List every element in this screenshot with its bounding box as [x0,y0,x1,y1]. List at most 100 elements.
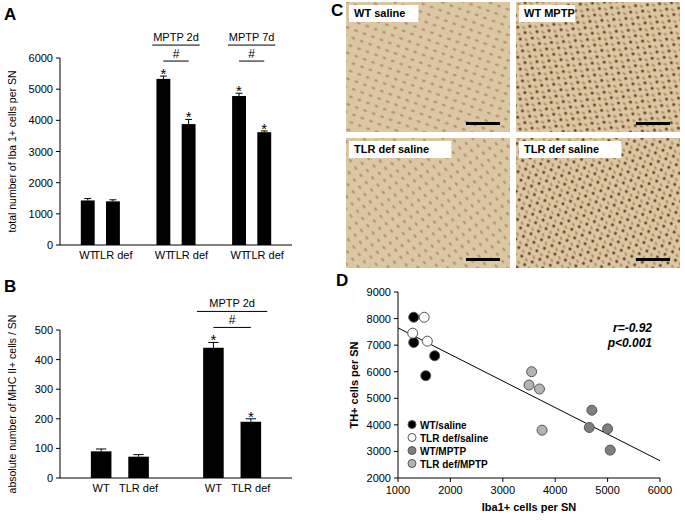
scatter-chart: D200030004000500060007000800090001000200… [336,271,672,513]
x-tick-label: TLR def [169,249,209,261]
error-cap [133,454,143,455]
panel-label: B [4,277,16,296]
bar [106,201,120,245]
group-line [152,45,199,46]
bar [257,132,271,245]
y-axis-label: absolute number of MHC II+ cells / SN [6,315,18,494]
x-tick-label: 4000 [543,484,567,496]
y-tick-label: 0 [47,472,53,484]
scale-bar [466,122,500,125]
bar [128,457,149,478]
y-tick [394,345,398,346]
point [605,445,615,455]
x-tick-label: TLR def [119,482,159,494]
x-tick-label: WT [205,482,222,494]
y-axis-label: TH+ cells per SN [348,341,360,428]
point [603,424,613,434]
group-label: MPTP 2d [209,297,255,309]
legend-swatch [408,421,416,429]
point [409,312,419,322]
y-tick [394,398,398,399]
y-tick-label: 100 [35,442,53,454]
panel-label: D [336,271,348,290]
x-tick [502,478,503,482]
y-tick [56,330,60,331]
image-label-box [349,5,418,22]
y-tick [394,292,398,293]
y-tick [56,478,60,479]
y-tick [56,120,60,121]
bar-chart: B0100200300400500absolute number of MHC … [4,277,292,494]
y-tick-label: 400 [35,354,53,366]
annotation: r=-0.92 [613,321,652,335]
y-tick-label: 500 [35,324,53,336]
x-tick-label: TLR def [231,482,271,494]
x-axis [398,478,660,479]
legend-label: WT/MPTP [420,446,466,457]
y-axis [398,292,399,478]
y-tick-label: 4000 [367,419,391,431]
y-tick [56,89,60,90]
y-tick [394,318,398,319]
significance-star: * [186,108,192,125]
x-axis-label: Iba1+ cells per SN [482,501,577,513]
bar [203,348,224,478]
y-tick [56,245,60,246]
significance-star: * [248,408,254,425]
y-tick [394,478,398,479]
fit-line [398,328,660,461]
panel-label: A [4,5,16,24]
x-tick [660,478,661,482]
legend-label: TLR def/MPTP [420,459,488,470]
x-tick-label: 5000 [595,484,619,496]
legend-swatch [408,460,416,468]
point [422,336,432,346]
y-tick-label: 5000 [367,392,391,404]
point [534,384,544,394]
error-cap [84,198,91,199]
image-label: WT saline [354,7,405,19]
marks [398,312,660,460]
micrograph [346,138,510,268]
image-label: TLR def saline [354,143,429,155]
group-label: MPTP 2d [153,31,199,43]
y-tick-label: 3000 [29,146,53,158]
bar [91,451,112,478]
group-line [197,311,267,312]
figure: A0100020003000400050006000total number o… [0,0,685,522]
x-tick-label: 2000 [438,484,462,496]
y-axis-label: total number of Iba 1+ cells per SN [6,71,18,233]
bar [241,422,262,478]
point [537,425,547,435]
point [409,337,419,347]
y-tick [394,451,398,452]
y-tick-label: 6000 [29,52,53,64]
y-tick-label: 6000 [367,366,391,378]
x-tick-label: TLR def [245,249,285,261]
micrograph [346,2,510,132]
bracket-label: # [248,47,255,61]
x-tick-label: 6000 [648,484,672,496]
y-tick-label: 7000 [367,339,391,351]
y-tick-label: 9000 [367,286,391,298]
bracket-label: # [229,313,236,327]
group-line [228,45,275,46]
image-label-box [519,141,621,158]
bars [91,342,261,478]
panel-label: C [331,1,343,20]
bars [81,76,271,245]
y-tick [56,213,60,214]
bar [232,96,246,245]
significance-star: * [210,331,216,348]
group-label: MPTP 7d [229,31,275,43]
micrograph [516,138,680,268]
micrograph [516,2,680,132]
error-cap [109,199,116,200]
y-tick [56,359,60,360]
x-tick-label: WT [93,482,110,494]
image-label-box [519,5,575,22]
significance-star: * [160,65,166,82]
point [584,423,594,433]
y-tick [56,389,60,390]
y-tick-label: 4000 [29,114,53,126]
